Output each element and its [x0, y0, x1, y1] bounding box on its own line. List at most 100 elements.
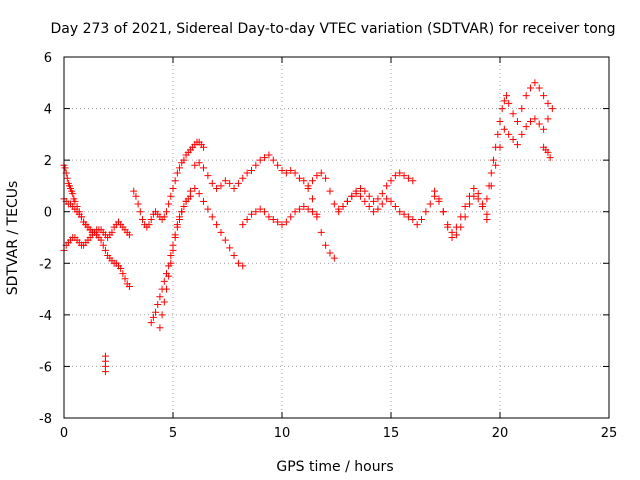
data-point — [546, 154, 554, 162]
data-point — [339, 203, 347, 211]
data-point — [487, 182, 495, 190]
data-point — [147, 319, 155, 327]
data-point — [422, 208, 430, 216]
data-point — [452, 231, 460, 239]
series-track-g — [182, 185, 247, 270]
data-point — [309, 208, 317, 216]
data-point — [378, 200, 386, 208]
plot-frame — [63, 56, 610, 419]
y-tick-label: 0 — [44, 206, 52, 221]
data-point — [171, 177, 179, 185]
series-track-a — [60, 161, 133, 290]
data-point — [400, 210, 408, 218]
data-point — [217, 228, 225, 236]
data-point — [239, 174, 247, 182]
data-point — [330, 254, 338, 262]
data-point — [365, 203, 373, 211]
data-point — [138, 215, 146, 223]
data-point — [494, 130, 502, 138]
data-point — [160, 277, 168, 285]
data-point — [387, 177, 395, 185]
data-point — [444, 221, 452, 229]
y-tick-label: -2 — [39, 257, 52, 272]
data-point — [217, 182, 225, 190]
data-point — [378, 190, 386, 198]
data-point — [200, 164, 208, 172]
data-point — [156, 324, 164, 332]
data-point — [149, 313, 157, 321]
data-point — [226, 179, 234, 187]
data-point — [513, 117, 521, 125]
data-point — [322, 174, 330, 182]
x-tick-label: 5 — [169, 426, 177, 441]
series-track-n — [431, 185, 491, 236]
chart-title: Day 273 of 2021, Sidereal Day-to-day VTE… — [50, 21, 615, 37]
data-point — [383, 182, 391, 190]
data-point — [509, 136, 517, 144]
data-point — [300, 203, 308, 211]
ticks — [63, 56, 610, 419]
data-point — [483, 210, 491, 218]
data-point — [527, 117, 535, 125]
data-point — [426, 200, 434, 208]
data-point — [527, 84, 535, 92]
data-point — [404, 174, 412, 182]
series-track-i — [239, 203, 321, 229]
data-point — [287, 213, 295, 221]
data-point — [165, 272, 173, 280]
data-point — [335, 208, 343, 216]
data-point — [535, 120, 543, 128]
data-point — [252, 208, 260, 216]
data-point — [404, 213, 412, 221]
data-point — [370, 208, 378, 216]
data-point — [291, 208, 299, 216]
series-track-h — [191, 151, 286, 193]
data-point — [352, 190, 360, 198]
data-point — [191, 161, 199, 169]
series-track-e — [147, 192, 194, 327]
data-point — [300, 177, 308, 185]
data-point — [234, 179, 242, 187]
x-tick-label: 25 — [601, 426, 618, 441]
data-point — [208, 213, 216, 221]
data-point — [509, 110, 517, 118]
data-point — [361, 187, 369, 195]
data-point — [487, 169, 495, 177]
y-axis-label: SDTVAR / TECUs — [5, 181, 21, 296]
x-tick-label: 15 — [383, 426, 400, 441]
data-point — [479, 200, 487, 208]
data-point — [167, 192, 175, 200]
data-point — [169, 246, 177, 254]
data-point — [282, 169, 290, 177]
data-point — [278, 166, 286, 174]
data-point — [167, 252, 175, 260]
data-point — [391, 172, 399, 180]
data-point — [221, 177, 229, 185]
data-point — [162, 285, 170, 293]
data-point — [544, 148, 552, 156]
data-point — [156, 293, 164, 301]
data-point — [195, 159, 203, 167]
data-point — [413, 221, 421, 229]
data-point — [304, 205, 312, 213]
data-point — [356, 185, 364, 193]
data-point — [474, 190, 482, 198]
series-track-k — [304, 169, 417, 213]
data-point — [130, 187, 138, 195]
data-point — [439, 208, 447, 216]
data-point — [365, 192, 373, 200]
data-point — [165, 200, 173, 208]
data-point — [505, 130, 513, 138]
data-point — [540, 92, 548, 100]
data-point — [435, 195, 443, 203]
data-point — [391, 203, 399, 211]
data-point — [134, 200, 142, 208]
data-point — [500, 97, 508, 105]
y-tick-label: 4 — [44, 103, 52, 118]
data-points — [60, 79, 556, 376]
data-point — [167, 259, 175, 267]
data-point — [247, 166, 255, 174]
data-point — [409, 177, 417, 185]
data-point — [121, 275, 129, 283]
data-point — [247, 210, 255, 218]
